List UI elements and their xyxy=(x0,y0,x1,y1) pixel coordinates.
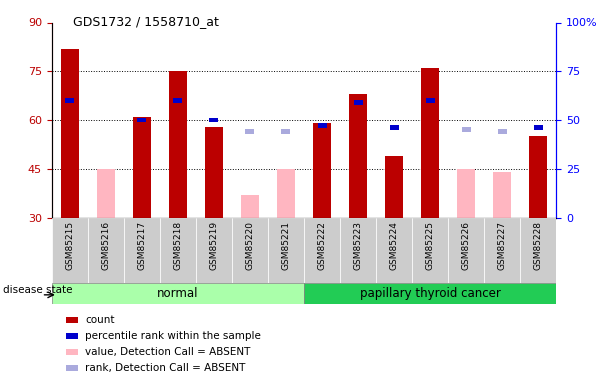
Bar xyxy=(268,217,304,283)
Bar xyxy=(61,48,78,217)
Bar xyxy=(376,217,412,283)
Text: GSM85228: GSM85228 xyxy=(534,221,543,270)
Bar xyxy=(232,217,268,283)
Bar xyxy=(448,217,484,283)
Text: GSM85217: GSM85217 xyxy=(137,221,147,270)
Bar xyxy=(534,125,543,130)
Text: normal: normal xyxy=(157,287,199,300)
Bar xyxy=(493,172,511,217)
Text: GSM85218: GSM85218 xyxy=(173,221,182,270)
Bar xyxy=(196,217,232,283)
Bar xyxy=(66,317,78,323)
Bar xyxy=(354,100,362,105)
Bar xyxy=(66,365,78,371)
Bar xyxy=(124,217,160,283)
Bar xyxy=(88,217,124,283)
Bar xyxy=(304,217,340,283)
Bar xyxy=(169,71,187,217)
Bar xyxy=(421,68,439,218)
Bar xyxy=(65,98,74,103)
Text: GSM85216: GSM85216 xyxy=(102,221,110,270)
Text: GSM85222: GSM85222 xyxy=(317,221,326,270)
Text: GSM85220: GSM85220 xyxy=(246,221,254,270)
Text: GSM85227: GSM85227 xyxy=(498,221,506,270)
Text: GSM85225: GSM85225 xyxy=(426,221,435,270)
Text: GDS1732 / 1558710_at: GDS1732 / 1558710_at xyxy=(73,15,219,28)
Text: GSM85221: GSM85221 xyxy=(282,221,291,270)
Text: papillary thyroid cancer: papillary thyroid cancer xyxy=(360,287,500,300)
Text: rank, Detection Call = ABSENT: rank, Detection Call = ABSENT xyxy=(85,363,246,373)
Text: GSM85219: GSM85219 xyxy=(209,221,218,270)
Bar xyxy=(209,118,218,122)
Text: value, Detection Call = ABSENT: value, Detection Call = ABSENT xyxy=(85,347,250,357)
Bar xyxy=(313,123,331,218)
Bar xyxy=(304,283,556,304)
Bar xyxy=(66,349,78,355)
Bar xyxy=(173,98,182,103)
Bar xyxy=(133,117,151,218)
Bar xyxy=(160,217,196,283)
Bar xyxy=(457,169,475,217)
Bar xyxy=(498,129,506,134)
Bar xyxy=(97,169,115,217)
Bar xyxy=(461,128,471,132)
Bar xyxy=(530,136,547,218)
Bar xyxy=(426,98,435,103)
Bar xyxy=(282,129,291,134)
Text: percentile rank within the sample: percentile rank within the sample xyxy=(85,331,261,341)
Text: GSM85223: GSM85223 xyxy=(354,221,362,270)
Bar xyxy=(340,217,376,283)
Text: count: count xyxy=(85,315,114,325)
Bar xyxy=(137,118,147,122)
Bar xyxy=(52,217,88,283)
Bar xyxy=(317,123,326,128)
Text: disease state: disease state xyxy=(3,285,72,295)
Bar xyxy=(484,217,520,283)
Bar xyxy=(205,126,223,218)
Bar xyxy=(349,94,367,218)
Text: GSM85215: GSM85215 xyxy=(65,221,74,270)
Text: GSM85224: GSM85224 xyxy=(390,221,399,270)
Bar xyxy=(390,125,399,130)
Bar xyxy=(520,217,556,283)
Bar xyxy=(241,195,259,217)
Bar xyxy=(52,283,304,304)
Text: GSM85226: GSM85226 xyxy=(461,221,471,270)
Bar xyxy=(412,217,448,283)
Bar xyxy=(246,129,254,134)
Bar xyxy=(385,156,403,218)
Bar xyxy=(66,333,78,339)
Bar xyxy=(277,169,295,217)
